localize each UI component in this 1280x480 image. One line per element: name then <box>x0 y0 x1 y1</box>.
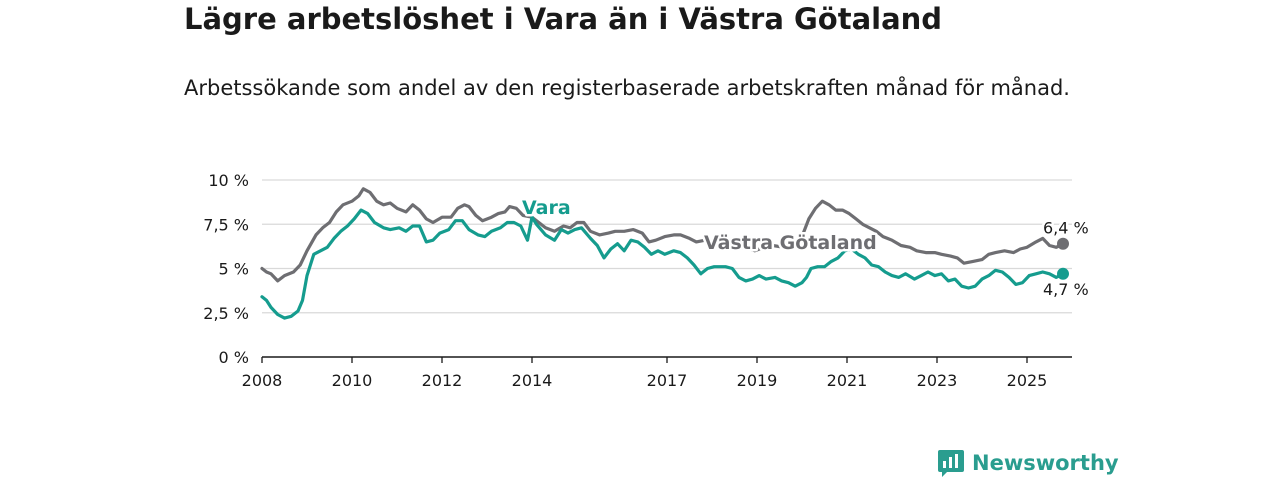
end-value-label-vastra-gotaland: 6,4 % <box>1043 219 1089 238</box>
x-tick-label: 2008 <box>242 371 283 390</box>
x-tick-label: 2019 <box>737 371 778 390</box>
gridlines <box>262 179 1072 314</box>
end-value-label-vara: 4,7 % <box>1043 280 1089 299</box>
series-label-vastra-gotaland: Västra Götaland <box>704 232 877 254</box>
x-tick-label: 2023 <box>917 371 958 390</box>
x-tick-label: 2012 <box>422 371 463 390</box>
y-tick-label: 10 % <box>208 171 249 190</box>
y-tick-label: 7,5 % <box>203 215 249 234</box>
x-tick-label: 2017 <box>647 371 688 390</box>
series-label-vara: Vara <box>522 197 571 219</box>
end-point-vara <box>1057 267 1069 280</box>
y-tick-label: 5 % <box>219 260 249 279</box>
x-tick-label: 2021 <box>827 371 868 390</box>
series-lines <box>260 187 1069 320</box>
y-axis: 0 % 2,5 % 5 % 7,5 % 10 % <box>203 171 249 367</box>
chart-subtitle: Arbetssökande som andel av den registerb… <box>184 76 1070 100</box>
y-tick-label: 0 % <box>219 348 249 367</box>
x-tick-label: 2025 <box>1007 371 1048 390</box>
x-tick-label: 2014 <box>512 371 553 390</box>
newsworthy-logo-icon <box>938 450 964 477</box>
end-point-vastra-gotaland <box>1057 237 1069 250</box>
series-line-vastra-gotaland <box>260 187 1065 283</box>
series-line-vara <box>260 208 1065 320</box>
brand-name: Newsworthy <box>972 451 1119 475</box>
newsworthy-logo: Newsworthy <box>937 448 1119 478</box>
series-labels: Vara Västra Götaland 6,4 % 4,7 % <box>520 195 1092 302</box>
y-tick-label: 2,5 % <box>203 304 249 323</box>
chart-title: Lägre arbetslöshet i Vara än i Västra Gö… <box>184 2 943 36</box>
x-axis: 2008 2010 2012 2014 2017 2019 2021 2023 2025 <box>242 357 1048 390</box>
x-tick-label: 2010 <box>332 371 373 390</box>
